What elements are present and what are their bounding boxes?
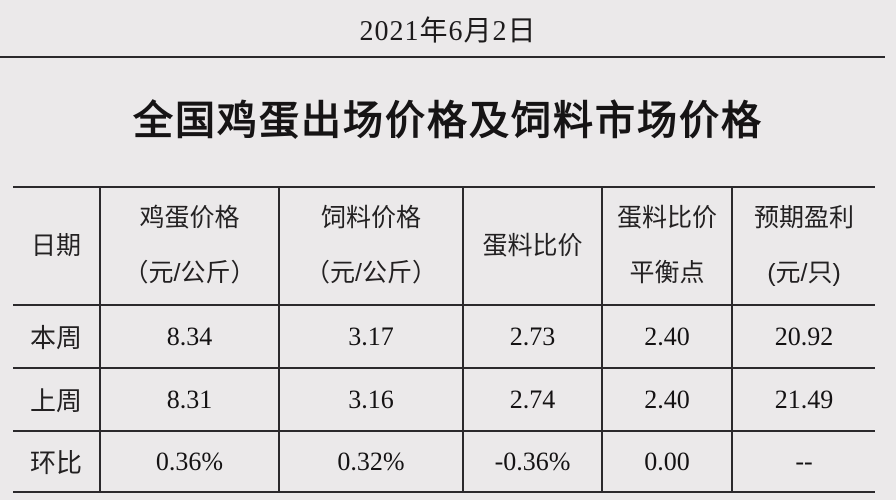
table-row-last-week: 上周 8.31 3.16 2.74 2.40 21.49 bbox=[13, 368, 875, 432]
cell-feed-price: 3.17 bbox=[278, 305, 463, 369]
header-label: 蛋料比价 bbox=[482, 231, 583, 260]
header-col-ratio-balance-point: 蛋料比价 平衡点 bbox=[601, 186, 732, 306]
cell-ratio-balance-point: 2.40 bbox=[601, 305, 732, 369]
cell-feed-price: 0.32% bbox=[278, 431, 463, 493]
table-row-this-week: 本周 8.34 3.17 2.73 2.40 20.92 bbox=[13, 305, 875, 369]
header-label: 饲料价格 bbox=[320, 204, 421, 233]
cell-ratio-balance-point: 2.40 bbox=[601, 368, 732, 432]
header-label: 预期盈利 bbox=[753, 204, 854, 233]
header-unit: 平衡点 bbox=[629, 259, 705, 287]
cell-egg-price: 8.34 bbox=[99, 305, 279, 369]
cell-egg-price: 8.31 bbox=[99, 368, 279, 432]
cell-egg-feed-ratio: 2.74 bbox=[462, 368, 602, 432]
header-label: 蛋料比价 bbox=[616, 204, 717, 233]
header-unit: （元/公斤） bbox=[123, 259, 256, 287]
table-header-row: 日期 鸡蛋价格 （元/公斤） 饲料价格 （元/公斤） 蛋料比价 蛋料比价 平衡点 bbox=[13, 186, 875, 306]
cell-expected-profit: 20.92 bbox=[731, 305, 875, 369]
row-label: 环比 bbox=[13, 431, 100, 493]
report-date: 2021年6月2日 bbox=[359, 16, 537, 47]
cell-egg-feed-ratio: -0.36% bbox=[462, 431, 602, 493]
cell-ratio-balance-point: 0.00 bbox=[601, 431, 732, 493]
table-row-wow-change: 环比 0.36% 0.32% -0.36% 0.00 -- bbox=[13, 431, 875, 493]
header-divider bbox=[0, 56, 885, 58]
header-col-feed-price: 饲料价格 （元/公斤） bbox=[278, 186, 463, 306]
cell-expected-profit: 21.49 bbox=[731, 368, 875, 432]
header-col-egg-price: 鸡蛋价格 （元/公斤） bbox=[99, 186, 279, 306]
header-col-egg-feed-ratio: 蛋料比价 bbox=[462, 186, 602, 306]
header-unit: (元/只) bbox=[767, 259, 841, 287]
page-title: 全国鸡蛋出场价格及饲料市场价格 bbox=[133, 99, 763, 143]
header-col-date: 日期 bbox=[13, 186, 100, 306]
cell-egg-price: 0.36% bbox=[99, 431, 279, 493]
row-label: 本周 bbox=[13, 305, 100, 369]
header-col-expected-profit: 预期盈利 (元/只) bbox=[731, 186, 875, 306]
header-label: 日期 bbox=[30, 231, 81, 260]
header-unit: （元/公斤） bbox=[305, 259, 437, 287]
header-label: 鸡蛋价格 bbox=[139, 204, 240, 233]
cell-egg-feed-ratio: 2.73 bbox=[462, 305, 602, 369]
cell-expected-profit: -- bbox=[731, 431, 875, 493]
row-label: 上周 bbox=[13, 368, 100, 432]
price-table: 日期 鸡蛋价格 （元/公斤） 饲料价格 （元/公斤） 蛋料比价 蛋料比价 平衡点 bbox=[13, 186, 875, 493]
cell-feed-price: 3.16 bbox=[278, 368, 463, 432]
